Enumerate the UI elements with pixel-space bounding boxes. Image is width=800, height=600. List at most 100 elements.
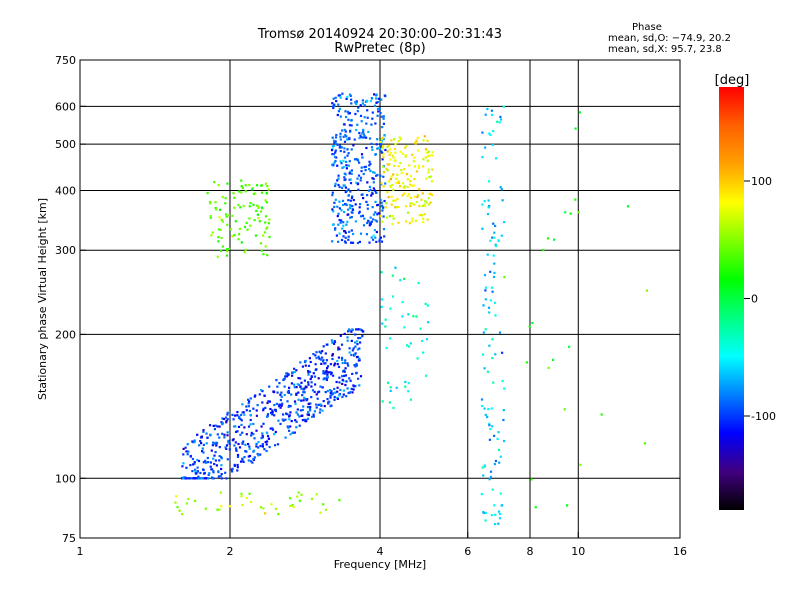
- echo-point: [413, 156, 416, 159]
- echo-point: [347, 194, 350, 197]
- echo-point: [496, 437, 499, 440]
- echo-point: [262, 234, 265, 237]
- echo-point: [501, 199, 504, 202]
- echo-point: [484, 413, 487, 416]
- echo-point: [218, 436, 221, 439]
- echo-point: [314, 363, 317, 366]
- echo-point: [388, 401, 391, 404]
- echo-point: [236, 414, 239, 417]
- echo-point: [490, 286, 493, 289]
- echo-point: [225, 254, 228, 257]
- echo-point: [284, 418, 287, 421]
- echo-point: [260, 206, 263, 209]
- echo-point: [267, 188, 270, 191]
- echo-point: [317, 403, 320, 406]
- echo-point: [343, 370, 346, 373]
- echo-point: [345, 97, 348, 100]
- echo-point: [414, 219, 417, 222]
- echo-point: [409, 202, 412, 205]
- echo-point: [333, 342, 336, 345]
- x-tick-label: 2: [227, 545, 234, 558]
- echo-point: [336, 363, 339, 366]
- echo-point: [405, 173, 409, 176]
- echo-point: [224, 202, 227, 205]
- echo-point: [352, 199, 355, 202]
- echo-point: [360, 120, 363, 123]
- echo-point: [338, 348, 341, 351]
- echo-point: [274, 507, 278, 510]
- echo-point: [260, 389, 263, 392]
- echo-point: [349, 379, 352, 382]
- echo-point: [220, 236, 223, 240]
- echo-point: [292, 505, 295, 509]
- echo-point: [373, 104, 377, 107]
- echo-point: [344, 231, 347, 234]
- echo-point: [247, 402, 250, 405]
- echo-point: [325, 343, 328, 346]
- echo-point: [358, 161, 361, 164]
- echo-point: [193, 461, 196, 464]
- echo-point: [331, 357, 334, 361]
- echo-point: [315, 403, 318, 406]
- echo-point: [248, 454, 252, 458]
- echo-point: [226, 411, 229, 414]
- echo-point: [216, 255, 219, 258]
- echo-point: [342, 165, 345, 169]
- echo-point: [206, 192, 209, 195]
- echo-point: [371, 117, 374, 120]
- echo-point: [198, 444, 201, 447]
- echo-point: [497, 239, 500, 242]
- echo-point: [495, 157, 498, 160]
- echo-point: [202, 430, 205, 433]
- echo-point: [394, 199, 397, 202]
- echo-point: [209, 215, 212, 218]
- echo-point: [350, 229, 353, 232]
- echo-point: [375, 191, 378, 194]
- echo-point: [249, 224, 252, 227]
- echo-point: [391, 274, 394, 277]
- echo-point: [339, 388, 342, 392]
- echo-point: [488, 344, 491, 347]
- echo-point: [217, 184, 220, 187]
- echo-point: [389, 389, 392, 392]
- echo-point: [480, 404, 484, 408]
- echo-point: [333, 362, 336, 365]
- echo-point: [330, 393, 333, 396]
- echo-point: [274, 430, 277, 434]
- echo-point: [363, 166, 366, 169]
- echo-point: [359, 134, 362, 137]
- echo-point: [245, 496, 248, 500]
- echo-point: [298, 499, 301, 502]
- echo-point: [307, 410, 310, 414]
- echo-point: [491, 143, 494, 147]
- echo-point: [490, 113, 494, 116]
- echo-point: [260, 425, 263, 428]
- echo-point: [345, 135, 348, 138]
- echo-point: [381, 136, 385, 140]
- echo-point: [409, 183, 412, 186]
- echo-point: [201, 450, 204, 453]
- echo-point: [408, 222, 411, 225]
- echo-point: [249, 413, 252, 417]
- echo-point: [372, 218, 375, 221]
- echo-point: [484, 113, 487, 116]
- echo-point: [329, 394, 332, 398]
- echo-point: [382, 175, 385, 178]
- echo-point: [305, 420, 308, 423]
- echo-point: [321, 386, 324, 389]
- echo-point: [260, 191, 264, 194]
- echo-point: [265, 191, 268, 194]
- echo-point: [252, 407, 255, 410]
- echo-point: [327, 401, 330, 404]
- echo-point: [351, 328, 354, 332]
- echo-point: [360, 166, 363, 169]
- echo-point: [415, 315, 418, 318]
- echo-point: [217, 475, 220, 478]
- echo-point: [377, 110, 380, 113]
- echo-point: [222, 417, 226, 421]
- echo-point: [234, 425, 237, 428]
- echo-point: [389, 185, 392, 188]
- echo-point: [295, 392, 298, 395]
- echo-point: [244, 190, 247, 193]
- echo-point: [502, 409, 505, 412]
